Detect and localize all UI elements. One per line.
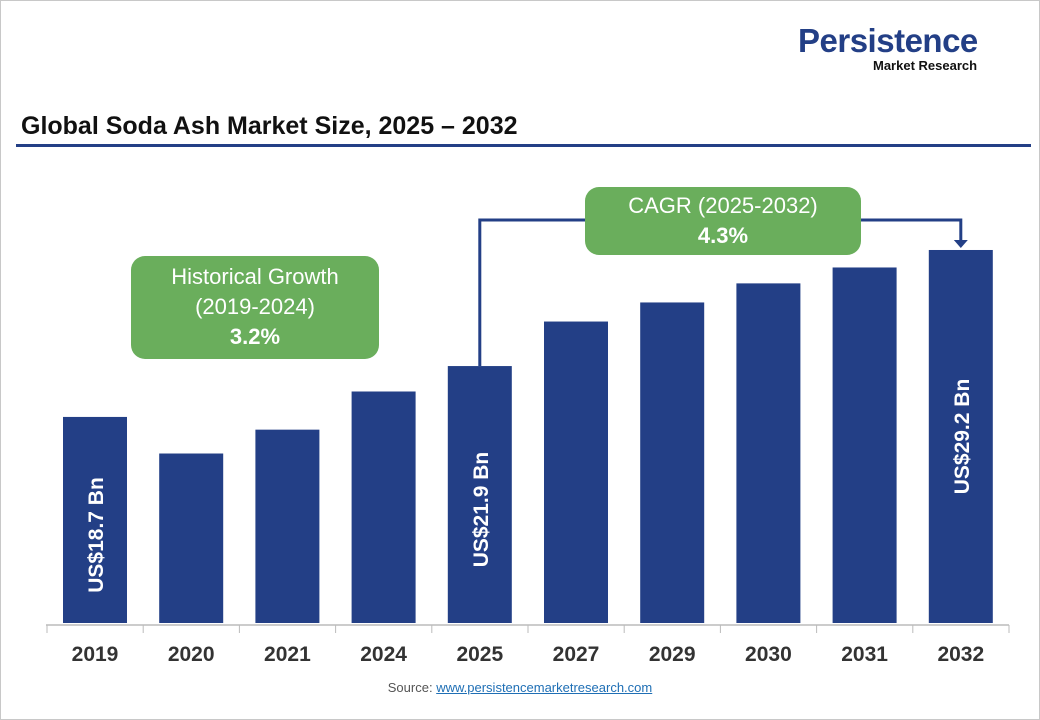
x-tick-label: 2019: [72, 643, 119, 666]
historical-value: 3.2%: [229, 324, 281, 349]
bar-2027: [544, 321, 608, 623]
x-tick-label: 2029: [649, 643, 696, 666]
x-tick-label: 2030: [745, 643, 792, 666]
bar-2025: [447, 366, 512, 623]
data-label: US$21.9 Bn: [470, 452, 493, 568]
chart-title: Global Soda Ash Market Size, 2025 – 2032: [21, 112, 518, 140]
historical-growth-callout: Historical Growth (2019-2024) 3.2%: [131, 256, 379, 359]
x-tick-label: 2021: [264, 643, 311, 666]
data-label: US$18.7 Bn: [85, 477, 108, 593]
bar-2032: [928, 249, 993, 623]
bar-2030: [736, 283, 801, 623]
cagr-callout: CAGR (2025-2032) 4.3%: [585, 187, 861, 255]
arrow-down-icon: [953, 239, 968, 248]
x-tick-label: 2032: [937, 643, 984, 666]
bar-2021: [255, 429, 320, 623]
bar-2024: [351, 391, 416, 623]
bar-2029: [640, 302, 705, 623]
x-tick-label: 2024: [360, 643, 407, 666]
source-note: Source: www.persistencemarketresearch.co…: [1, 680, 1039, 695]
cagr-label: CAGR (2025-2032): [628, 193, 818, 218]
bar-2019: [63, 416, 127, 623]
bar-2020: [159, 453, 224, 623]
logo: Persistence: [798, 22, 978, 59]
x-tick-label: 2027: [553, 643, 600, 666]
source-label: Source:: [387, 680, 433, 695]
historical-period: (2019-2024): [195, 294, 315, 319]
title-divider: [16, 144, 1031, 147]
x-tick-label: 2025: [456, 643, 503, 666]
logo-subtitle: Market Research: [873, 58, 978, 73]
bar-2031: [832, 267, 897, 623]
cagr-value: 4.3%: [697, 223, 749, 248]
source-link[interactable]: www.persistencemarketresearch.com: [436, 680, 653, 695]
x-tick-label: 2020: [168, 643, 215, 666]
data-label: US$29.2 Bn: [951, 379, 974, 495]
historical-label: Historical Growth: [171, 264, 339, 289]
x-tick-label: 2031: [841, 643, 888, 666]
